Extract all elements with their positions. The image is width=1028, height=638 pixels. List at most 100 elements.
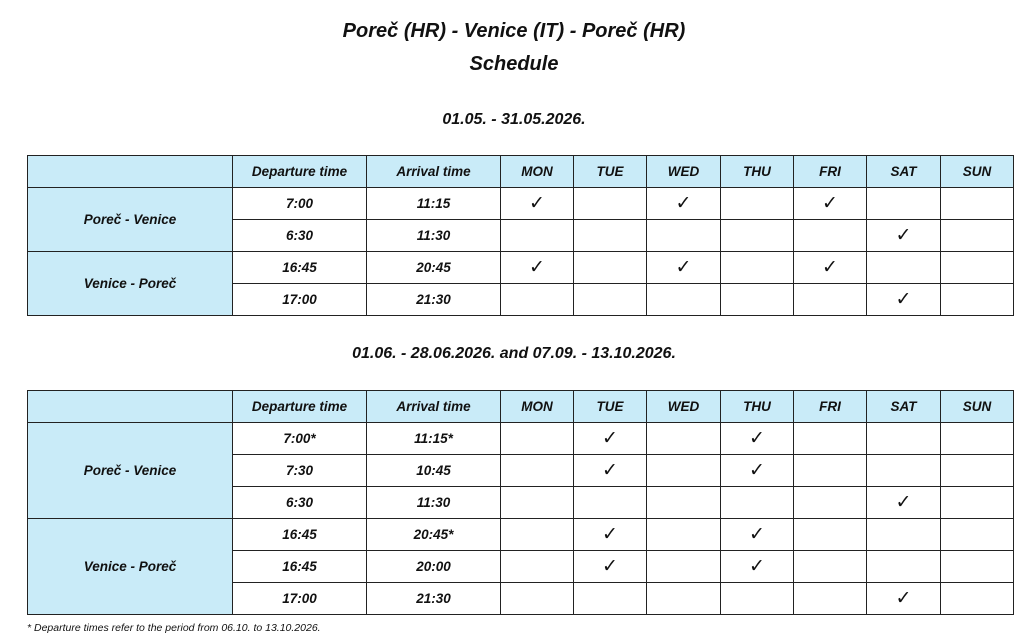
arrival-time: 11:15* — [366, 422, 501, 455]
route-name: Venice - Poreč — [27, 518, 233, 615]
day-cell — [793, 454, 867, 487]
route-name: Poreč - Venice — [27, 187, 233, 252]
column-header: TUE — [573, 390, 647, 423]
table-row: 6:30 11:30 ✓ — [28, 219, 1014, 252]
day-cell — [720, 486, 794, 519]
day-cell — [793, 219, 867, 252]
day-cell — [500, 486, 574, 519]
table-row: Poreč - Venice 7:00 11:15 ✓ ✓ ✓ — [27, 187, 1014, 252]
day-cell — [646, 518, 721, 551]
departure-time: 17:00 — [232, 283, 367, 316]
day-cell — [500, 582, 574, 615]
day-cell — [500, 283, 574, 316]
day-cell — [573, 582, 647, 615]
column-header: Arrival time — [366, 390, 501, 423]
column-header: TUE — [573, 155, 647, 188]
column-header: Arrival time — [366, 155, 501, 188]
column-header: SAT — [866, 390, 941, 423]
day-cell — [793, 422, 867, 455]
arrival-time: 11:30 — [366, 486, 501, 519]
day-cell — [793, 518, 867, 551]
departure-time: 16:45 — [232, 518, 367, 551]
header-row: Departure time Arrival time MON TUE WED THU FR… — [27, 155, 1014, 188]
departure-time: 7:30 — [232, 454, 367, 487]
departure-time: 16:45 — [232, 251, 367, 284]
column-header: SAT — [866, 155, 941, 188]
departure-time: 17:00 — [232, 582, 367, 615]
day-cell — [646, 486, 721, 519]
schedule-table-2: Departure time Arrival time MON TUE WED THU FR… — [27, 390, 1014, 615]
day-cell — [500, 219, 574, 252]
day-cell — [793, 550, 867, 583]
day-cell — [500, 550, 574, 583]
column-header: THU — [720, 155, 794, 188]
day-cell — [646, 422, 721, 455]
check-icon: ✓ — [573, 550, 647, 583]
check-icon: ✓ — [866, 486, 941, 519]
departure-time: 16:45 — [232, 550, 367, 583]
column-header — [27, 390, 233, 423]
column-header: Departure time — [232, 390, 367, 423]
table-row: Venice - Poreč 16:45 20:45* ✓ ✓ — [27, 518, 1014, 615]
check-icon: ✓ — [866, 219, 941, 252]
day-cell — [940, 454, 1014, 487]
check-icon: ✓ — [866, 582, 941, 615]
day-cell — [940, 283, 1014, 316]
day-cell — [940, 219, 1014, 252]
check-icon: ✓ — [500, 251, 574, 284]
day-cell — [940, 486, 1014, 519]
page-title: Poreč (HR) - Venice (IT) - Poreč (HR) — [342, 20, 686, 42]
day-cell — [646, 219, 721, 252]
day-cell — [866, 550, 941, 583]
departure-time: 7:00* — [232, 422, 367, 455]
column-header: FRI — [793, 155, 867, 188]
column-header: THU — [720, 390, 794, 423]
column-header: MON — [500, 390, 574, 423]
day-cell — [646, 283, 721, 316]
day-cell — [720, 219, 794, 252]
day-cell — [646, 582, 721, 615]
check-icon: ✓ — [573, 422, 647, 455]
arrival-time: 21:30 — [366, 582, 501, 615]
arrival-time: 11:15 — [366, 187, 501, 220]
check-icon: ✓ — [646, 187, 721, 220]
day-cell — [866, 251, 941, 284]
column-header: MON — [500, 155, 574, 188]
check-icon: ✓ — [866, 283, 941, 316]
day-cell — [940, 582, 1014, 615]
page-subtitle: Schedule — [469, 53, 559, 75]
arrival-time: 21:30 — [366, 283, 501, 316]
departure-time: 6:30 — [232, 219, 367, 252]
table-row: 16:45 20:00 ✓ ✓ — [28, 550, 1014, 583]
schedule-table-1: Departure time Arrival time MON TUE WED THU FR… — [27, 155, 1014, 316]
arrival-time: 20:45* — [366, 518, 501, 551]
column-header: WED — [646, 155, 721, 188]
day-cell — [573, 486, 647, 519]
departure-time: 7:00 — [232, 187, 367, 220]
table-row: 6:30 11:30 ✓ — [28, 486, 1014, 519]
table-row: Poreč - Venice 7:00* 11:15* ✓ ✓ — [27, 422, 1014, 519]
day-cell — [573, 283, 647, 316]
day-cell — [573, 219, 647, 252]
day-cell — [940, 518, 1014, 551]
day-cell — [940, 550, 1014, 583]
check-icon: ✓ — [793, 251, 867, 284]
day-cell — [866, 187, 941, 220]
check-icon: ✓ — [573, 518, 647, 551]
check-icon: ✓ — [573, 454, 647, 487]
route-name: Poreč - Venice — [27, 422, 233, 519]
arrival-time: 10:45 — [366, 454, 501, 487]
table-row: 17:00 21:30 ✓ — [28, 582, 1014, 615]
arrival-time: 20:00 — [366, 550, 501, 583]
period-heading-2: 01.06. - 28.06.2026. and 07.09. - 13.10.… — [352, 345, 676, 362]
check-icon: ✓ — [720, 422, 794, 455]
column-header: Departure time — [232, 155, 367, 188]
day-cell — [793, 582, 867, 615]
period-heading-1: 01.05. - 31.05.2026. — [442, 111, 586, 128]
check-icon: ✓ — [500, 187, 574, 220]
table-row: 17:00 21:30 ✓ — [28, 283, 1014, 316]
day-cell — [793, 283, 867, 316]
check-icon: ✓ — [720, 518, 794, 551]
route-name: Venice - Poreč — [27, 251, 233, 316]
check-icon: ✓ — [720, 454, 794, 487]
